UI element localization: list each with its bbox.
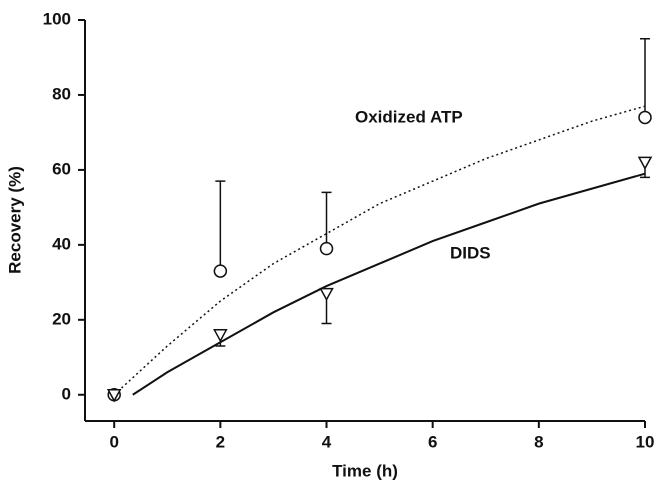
error-bar xyxy=(215,180,226,272)
data-point xyxy=(213,329,228,343)
y-tick-label: 0 xyxy=(62,384,71,403)
data-point xyxy=(637,156,653,170)
y-axis-label: Recovery (%) xyxy=(5,166,24,274)
y-tick-label: 100 xyxy=(43,9,71,28)
y-tick-label: 20 xyxy=(52,309,71,328)
y-tick-label: 40 xyxy=(52,234,71,253)
x-axis-label: Time (h) xyxy=(332,461,398,480)
error-bar xyxy=(321,191,332,249)
data-point xyxy=(638,110,652,125)
x-tick-label: 4 xyxy=(322,432,332,451)
x-tick-label: 2 xyxy=(216,432,225,451)
data-point xyxy=(319,287,334,302)
series-label: DIDS xyxy=(450,243,491,262)
data-point xyxy=(106,389,122,403)
error-bar xyxy=(640,37,650,118)
data-point xyxy=(319,241,334,256)
y-tick-label: 80 xyxy=(52,84,71,103)
x-tick-label: 0 xyxy=(109,432,118,451)
x-tick-label: 10 xyxy=(636,432,655,451)
data-point xyxy=(213,264,228,278)
fit-curve xyxy=(132,172,646,396)
x-tick-label: 8 xyxy=(534,432,543,451)
x-tick-label: 6 xyxy=(428,432,437,451)
series-label: Oxidized ATP xyxy=(355,107,463,126)
y-tick-label: 60 xyxy=(52,159,71,178)
fit-curve xyxy=(113,105,646,396)
